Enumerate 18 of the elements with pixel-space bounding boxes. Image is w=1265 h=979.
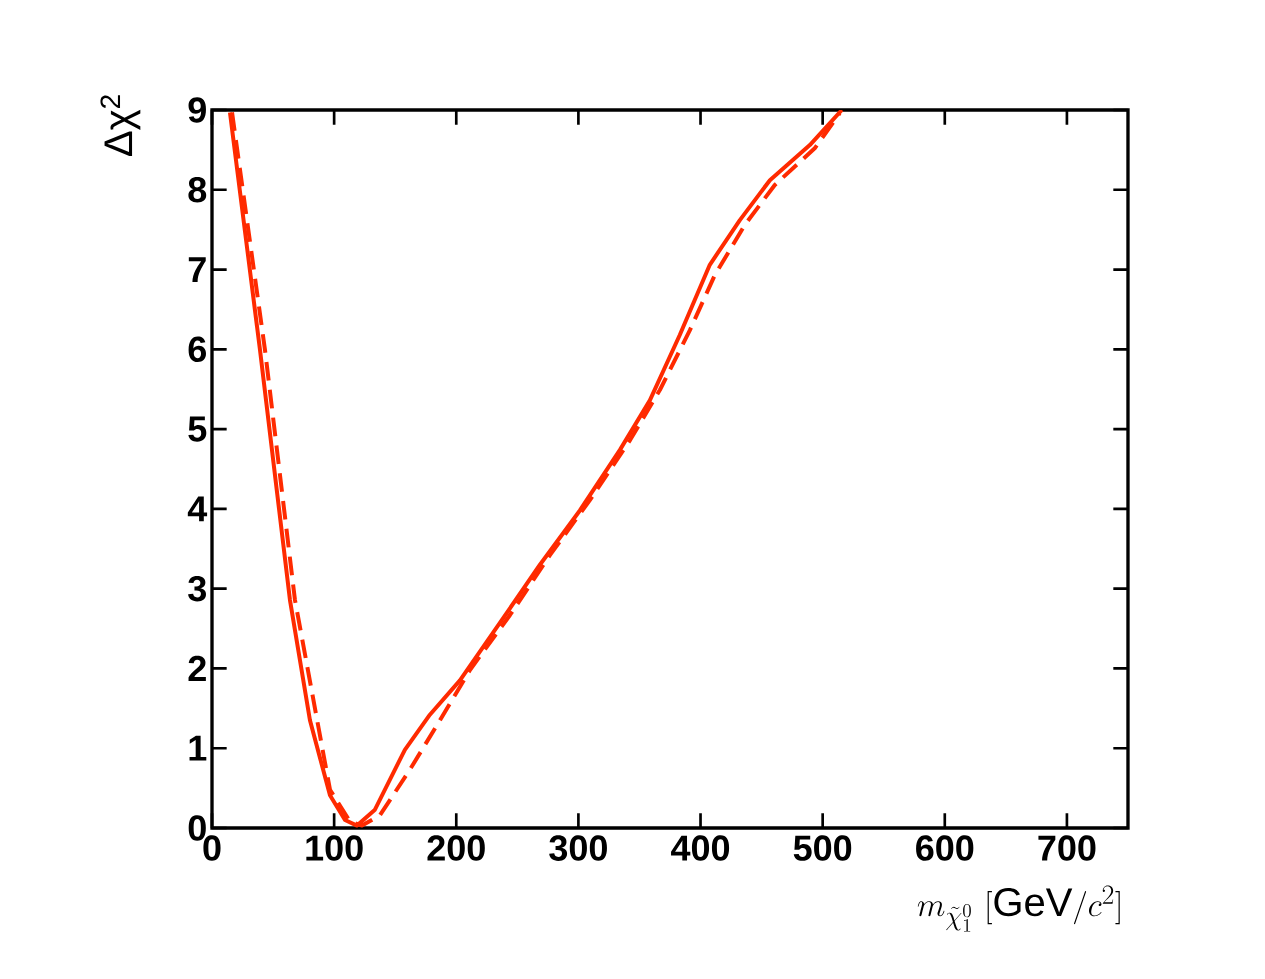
x-tick-label: 200 <box>427 835 485 861</box>
x-tick-label: 500 <box>793 835 852 861</box>
x-tick-label: 700 <box>1038 835 1096 861</box>
x-tick-label: 100 <box>306 835 363 861</box>
y-tick-label: 3 <box>188 575 206 602</box>
y-tick-label: 9 <box>188 97 206 123</box>
y-tick-label: 8 <box>188 177 207 203</box>
y-tick-label: 7 <box>188 257 206 282</box>
y-tick-label: 1 <box>189 735 207 761</box>
x-tick-label: 300 <box>549 835 607 861</box>
y-tick-label: 2 <box>188 655 206 681</box>
x-axis-title: $m_{\tilde{\chi}^{0}_{1}}\ [\mathrm{GeV}/c^{2}]$ <box>917 885 1120 932</box>
y-tick-label: 6 <box>188 336 206 363</box>
y-tick-label: 4 <box>187 496 208 522</box>
y-axis-title: Δχ$^{2}$ <box>100 95 141 156</box>
x-tick-label: 400 <box>671 835 730 861</box>
y-tick-label: 5 <box>188 416 207 442</box>
x-tick-label: 600 <box>916 835 974 861</box>
